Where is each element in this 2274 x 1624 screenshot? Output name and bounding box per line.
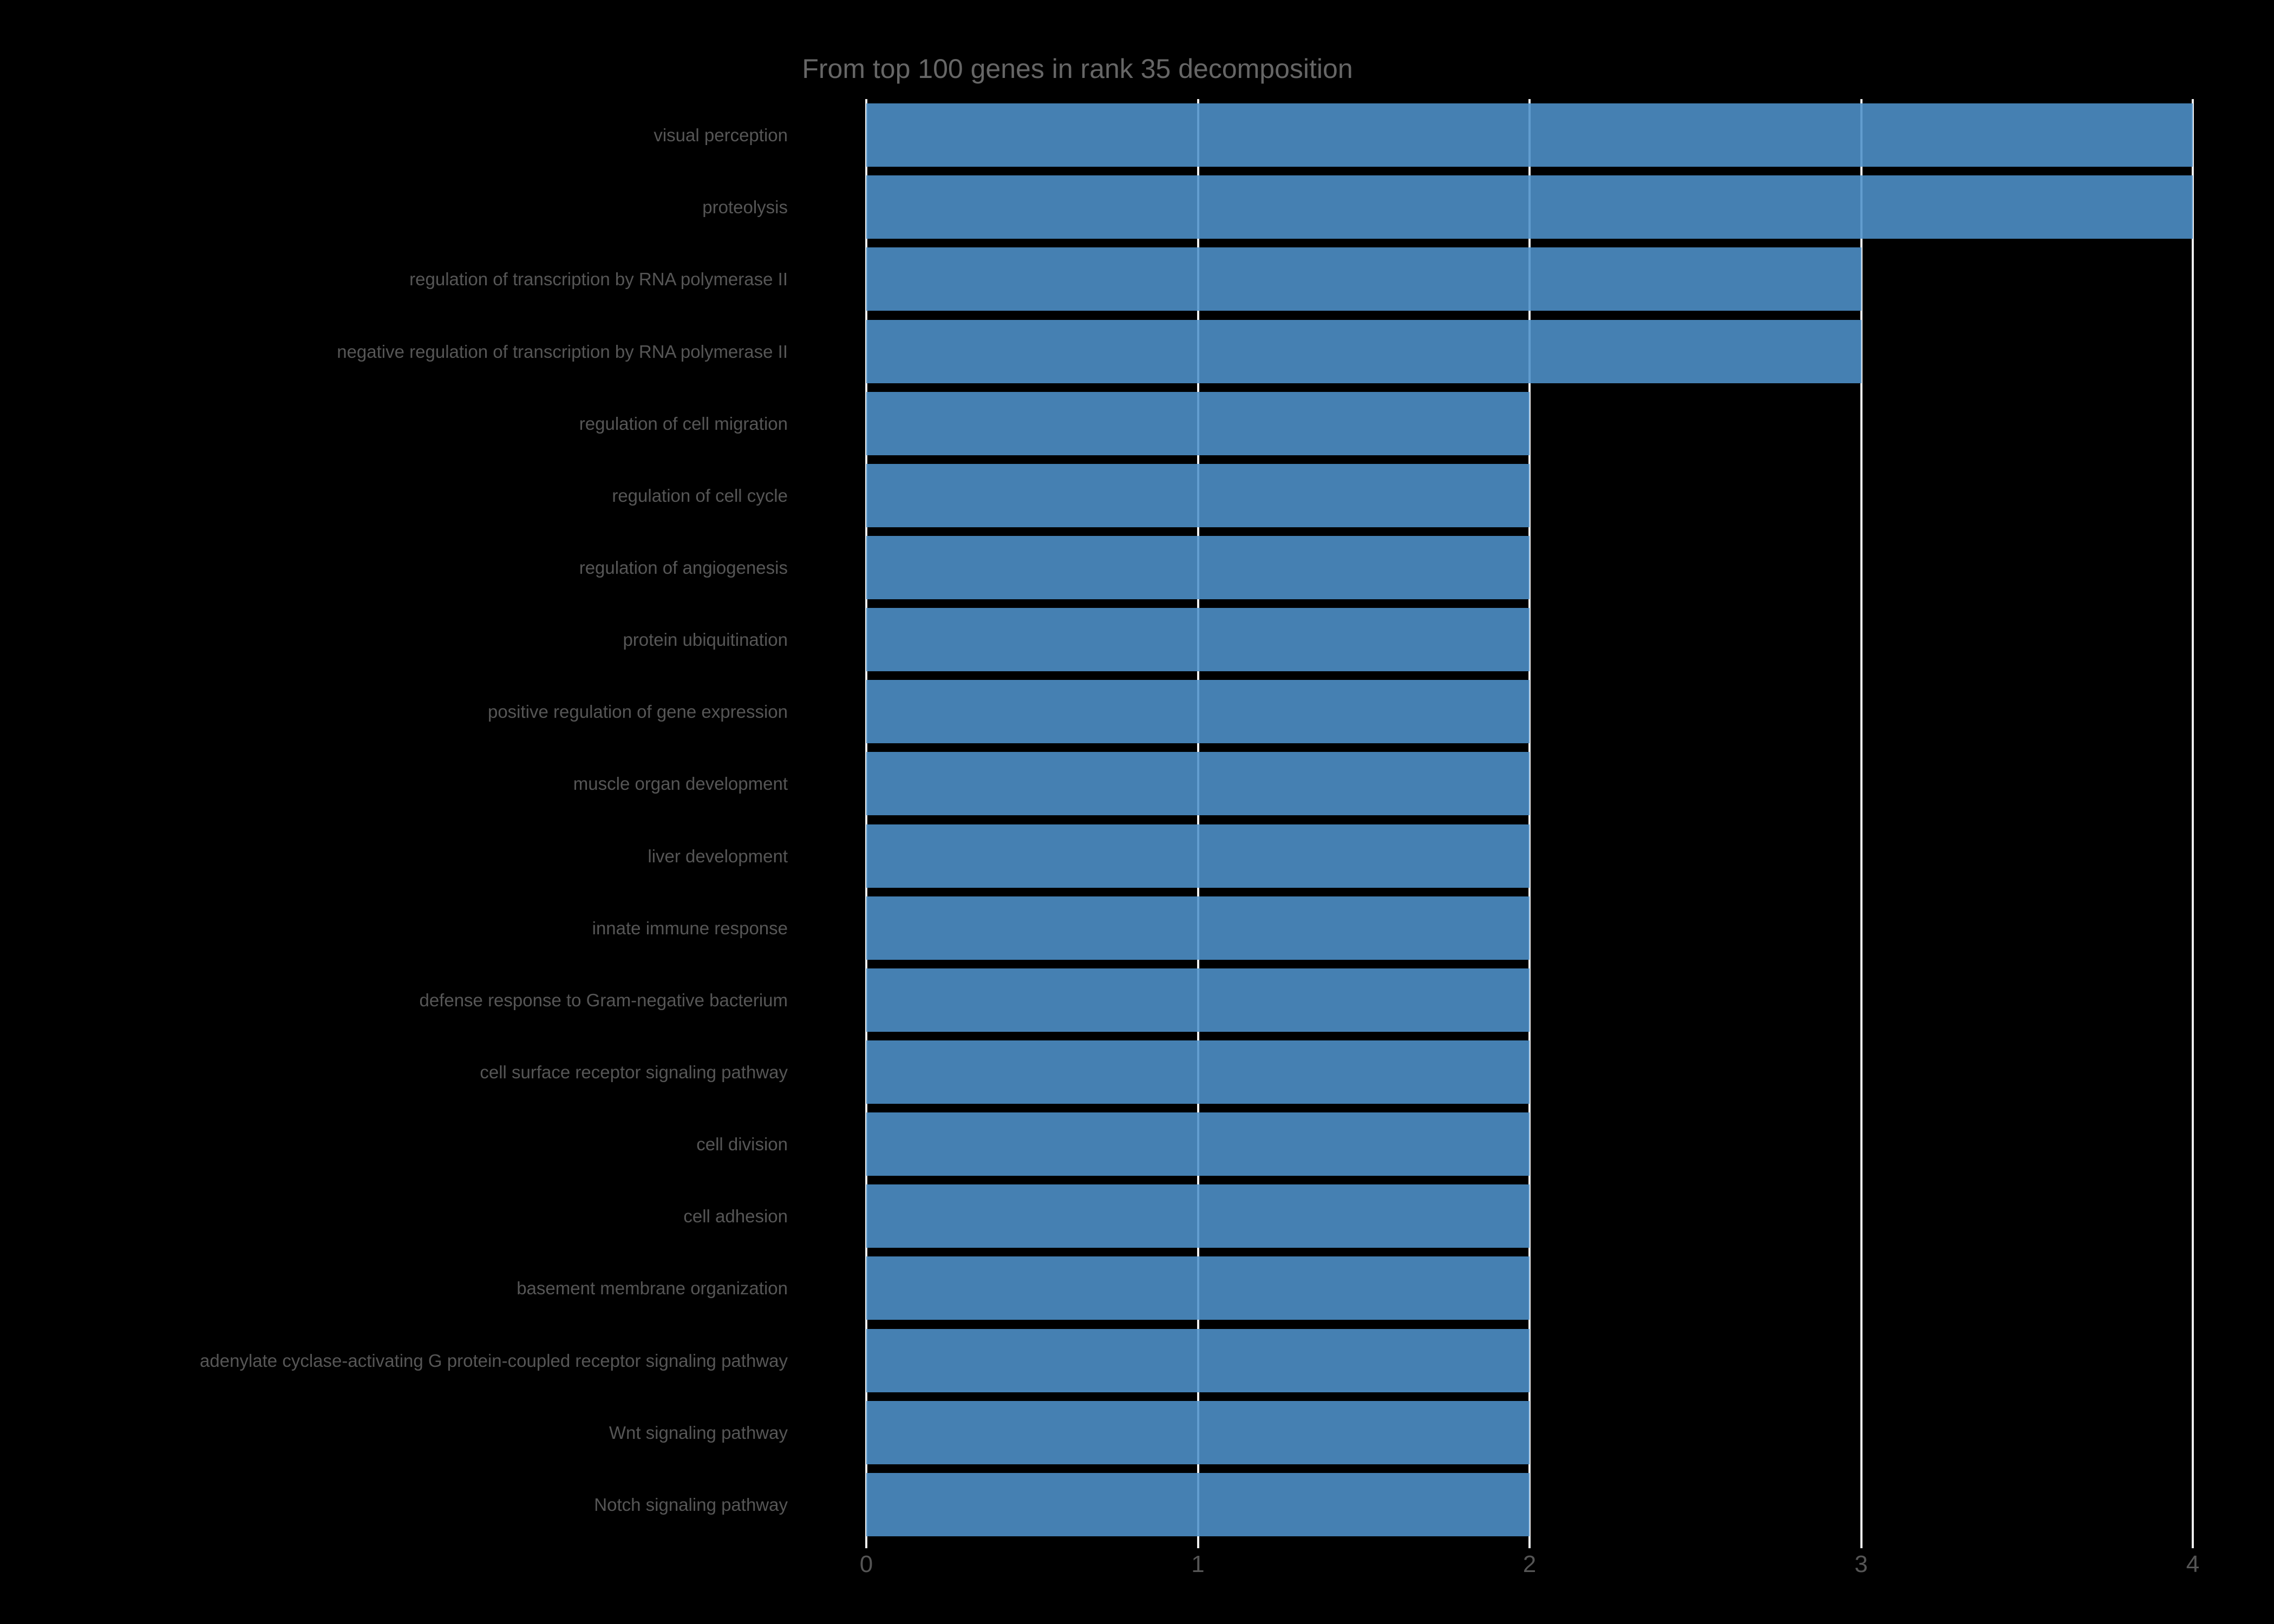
y-tick-label: cell surface receptor signaling pathway — [480, 1062, 788, 1083]
bar — [866, 535, 1530, 599]
bar — [866, 608, 1530, 672]
bar — [866, 824, 1530, 888]
y-tick-label: liver development — [648, 846, 788, 866]
x-gridline — [1528, 99, 1531, 1548]
bar — [866, 103, 2193, 167]
bar — [866, 175, 2193, 239]
x-tick-label: 0 — [859, 1551, 873, 1577]
y-tick-label: defense response to Gram-negative bacter… — [419, 990, 788, 1010]
y-tick-label: proteolysis — [702, 197, 788, 218]
x-tick-label: 1 — [1191, 1551, 1205, 1577]
x-gridline — [1860, 99, 1863, 1548]
bar — [866, 1400, 1530, 1464]
y-tick-label: regulation of angiogenesis — [579, 557, 788, 578]
y-tick-label: Notch signaling pathway — [594, 1494, 788, 1515]
y-tick-label: visual perception — [654, 125, 788, 146]
y-tick-label: muscle organ development — [573, 774, 788, 794]
y-tick-label: regulation of cell migration — [579, 413, 788, 434]
bar — [866, 1256, 1530, 1320]
bar — [866, 752, 1530, 816]
bar — [866, 391, 1530, 455]
x-gridline — [2192, 99, 2194, 1548]
bar — [866, 1184, 1530, 1248]
y-tick-label: innate immune response — [592, 918, 788, 938]
bar — [866, 247, 1861, 311]
x-gridline — [865, 99, 867, 1548]
y-tick-label: positive regulation of gene expression — [487, 702, 788, 722]
bar — [866, 319, 1861, 383]
x-tick-label: 2 — [1522, 1551, 1537, 1577]
y-tick-label: basement membrane organization — [517, 1278, 788, 1299]
y-tick-label: regulation of transcription by RNA polym… — [409, 269, 788, 290]
chart-title: From top 100 genes in rank 35 decomposit… — [802, 54, 1353, 84]
x-gridline — [1197, 99, 1199, 1548]
bar — [866, 1328, 1530, 1392]
x-tick-label: 3 — [1854, 1551, 1868, 1577]
bar — [866, 680, 1530, 744]
bar — [866, 968, 1530, 1032]
y-tick-label: adenylate cyclase-activating G protein-c… — [200, 1350, 788, 1371]
bar — [866, 463, 1530, 527]
x-tick-label: 4 — [2186, 1551, 2200, 1577]
y-tick-label: cell division — [696, 1134, 788, 1155]
y-tick-label: regulation of cell cycle — [612, 485, 788, 506]
y-tick-label: protein ubiquitination — [623, 630, 788, 650]
y-tick-label: negative regulation of transcription by … — [337, 341, 788, 362]
bar — [866, 1112, 1530, 1176]
bar — [866, 896, 1530, 960]
y-tick-label: Wnt signaling pathway — [609, 1422, 788, 1443]
bar — [866, 1040, 1530, 1104]
y-tick-label: cell adhesion — [683, 1206, 788, 1227]
bar — [866, 1472, 1530, 1536]
